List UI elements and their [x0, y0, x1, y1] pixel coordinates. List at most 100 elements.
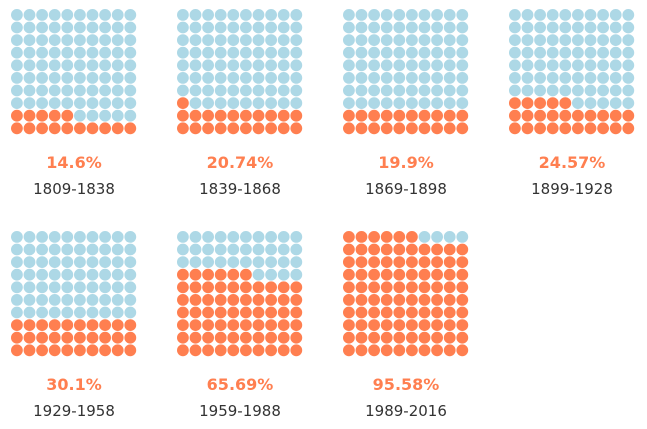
waffle-cell-filled	[418, 306, 431, 319]
waffle-cell-filled	[277, 331, 290, 344]
waffle-cell-empty	[597, 97, 609, 109]
waffle-cell-empty	[214, 243, 227, 256]
waffle-cell-empty	[111, 9, 124, 21]
waffle-cell-filled	[622, 109, 635, 122]
waffle-cell-empty	[456, 21, 469, 34]
waffle-cell-filled	[202, 294, 214, 306]
waffle-cell-filled	[380, 243, 393, 256]
waffle-cell-empty	[74, 281, 86, 294]
waffle-cell-empty	[240, 59, 252, 72]
waffle-cell-filled	[111, 122, 124, 135]
waffle-cell-empty	[74, 256, 86, 268]
waffle-cell-empty	[48, 268, 61, 281]
waffle-cell-filled	[252, 331, 265, 344]
waffle-cell-empty	[61, 243, 74, 256]
waffle-cell-empty	[23, 59, 36, 72]
waffle-cell-empty	[240, 34, 252, 46]
waffle-cell-empty	[443, 84, 456, 97]
waffle-cell-filled	[290, 331, 303, 344]
percentage-label: 65.69%	[206, 375, 274, 394]
waffle-cell-filled	[61, 109, 74, 122]
waffle-cell-filled	[443, 243, 456, 256]
waffle-cell-filled	[11, 122, 23, 135]
waffle-cell-empty	[23, 97, 36, 109]
waffle-cell-filled	[290, 122, 303, 135]
waffle-cell-empty	[622, 84, 635, 97]
waffle-cell-empty	[86, 46, 99, 59]
waffle-cell-filled	[393, 319, 406, 331]
waffle-cell-empty	[74, 21, 86, 34]
waffle-cell-empty	[99, 231, 111, 243]
waffle-cell-empty	[252, 9, 265, 21]
waffle-cell-filled	[86, 344, 99, 357]
waffle-cell-empty	[99, 84, 111, 97]
waffle-cell-filled	[252, 319, 265, 331]
waffle-cell-filled	[355, 231, 368, 243]
waffle-cell-empty	[597, 72, 609, 84]
waffle-cell-empty	[86, 34, 99, 46]
waffle-cell-empty	[189, 9, 202, 21]
waffle-cell-empty	[559, 72, 572, 84]
period-label: 1869-1898	[365, 180, 447, 198]
waffle-cell-filled	[23, 122, 36, 135]
waffle-cell-empty	[227, 59, 240, 72]
waffle-cell-empty	[48, 34, 61, 46]
waffle-cell-filled	[406, 294, 418, 306]
waffle-cell-empty	[61, 231, 74, 243]
waffle-cell-filled	[265, 306, 277, 319]
waffle-cell-empty	[609, 21, 622, 34]
waffle-cell-empty	[559, 9, 572, 21]
waffle-cell-filled	[418, 256, 431, 268]
waffle-cell-empty	[277, 231, 290, 243]
waffle-cell-filled	[111, 319, 124, 331]
waffle-cell-empty	[252, 268, 265, 281]
waffle-cell-empty	[124, 84, 137, 97]
waffle-cell-empty	[177, 34, 189, 46]
waffle-cell-empty	[11, 268, 23, 281]
waffle-cell-filled	[227, 306, 240, 319]
waffle-cell-filled	[393, 231, 406, 243]
waffle-cell-empty	[202, 231, 214, 243]
waffle-cell-empty	[368, 46, 380, 59]
waffle-cell-empty	[189, 34, 202, 46]
waffle-cell-filled	[393, 281, 406, 294]
waffle-cell-empty	[559, 34, 572, 46]
waffle-cell-filled	[368, 256, 380, 268]
waffle-cell-filled	[227, 319, 240, 331]
waffle-cell-filled	[443, 281, 456, 294]
waffle-cell-empty	[99, 9, 111, 21]
waffle-cell-empty	[277, 72, 290, 84]
waffle-cell-empty	[368, 84, 380, 97]
waffle-cell-filled	[418, 122, 431, 135]
waffle-cell-empty	[572, 46, 584, 59]
waffle-cell-empty	[177, 72, 189, 84]
waffle-cell-empty	[11, 21, 23, 34]
waffle-cell-empty	[202, 34, 214, 46]
waffle-cell-empty	[189, 84, 202, 97]
waffle-cell-empty	[202, 256, 214, 268]
waffle-cell-empty	[111, 97, 124, 109]
waffle-cell-empty	[111, 268, 124, 281]
period-label: 1839-1868	[199, 180, 281, 198]
waffle-cell-empty	[36, 72, 48, 84]
waffle-cell-empty	[61, 21, 74, 34]
waffle-cell-empty	[23, 21, 36, 34]
waffle-cell-empty	[48, 281, 61, 294]
waffle-cell-empty	[124, 294, 137, 306]
waffle-cell-empty	[111, 231, 124, 243]
waffle-cell-empty	[124, 46, 137, 59]
waffle-cell-filled	[418, 344, 431, 357]
waffle-cell-empty	[418, 46, 431, 59]
waffle-cell-empty	[431, 84, 443, 97]
waffle-cell-filled	[343, 268, 355, 281]
waffle-cell-empty	[23, 306, 36, 319]
waffle-cell-empty	[111, 294, 124, 306]
waffle-cell-empty	[609, 84, 622, 97]
waffle-cell-filled	[380, 256, 393, 268]
waffle-cell-empty	[277, 268, 290, 281]
waffle-cell-filled	[343, 306, 355, 319]
percentage-label: 19.9%	[378, 153, 434, 172]
waffle-cell-filled	[456, 344, 469, 357]
waffle-cell-empty	[86, 21, 99, 34]
waffle-cell-empty	[189, 21, 202, 34]
